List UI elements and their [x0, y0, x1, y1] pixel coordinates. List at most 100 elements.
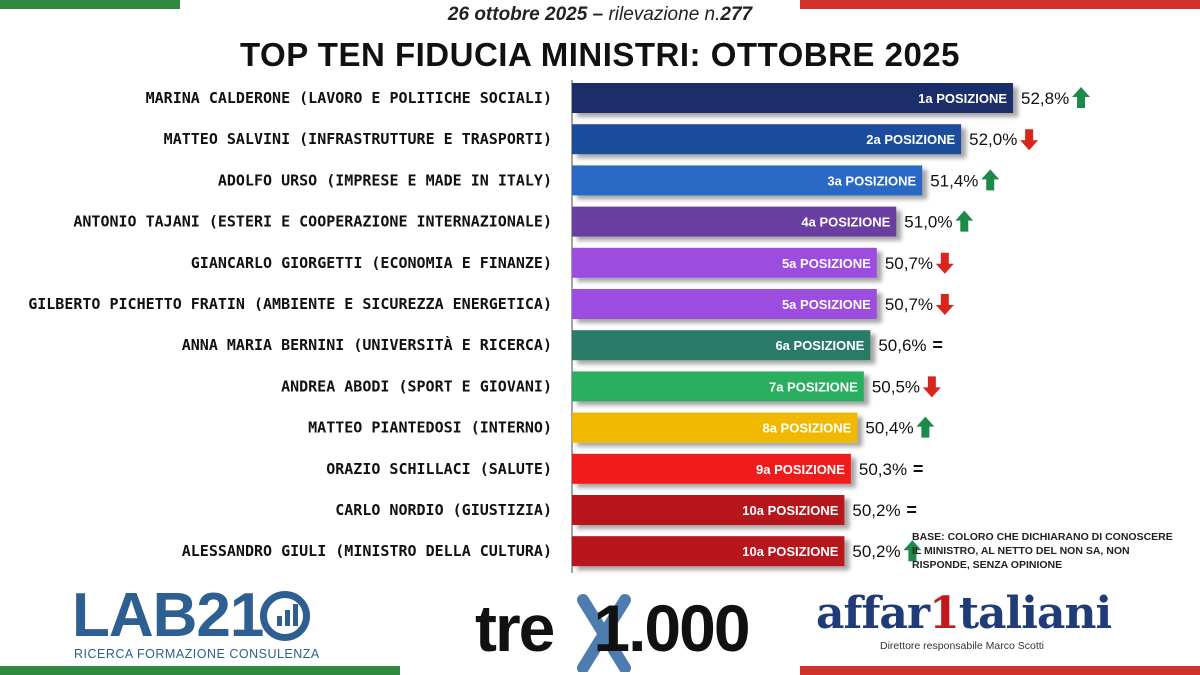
flag-stripe-top-right — [800, 0, 1200, 9]
category-label: ADOLFO URSO (IMPRESE E MADE IN ITALY) — [218, 171, 552, 189]
trend-up-arrow-icon — [916, 416, 935, 438]
value-label: 51,0% — [904, 213, 952, 232]
flag-green — [0, 666, 400, 675]
flag-stripe-top-left — [0, 0, 400, 9]
trend-up-arrow-icon — [903, 540, 922, 562]
category-label: ANDREA ABODI (SPORT E GIOVANI) — [281, 377, 552, 395]
bar — [572, 247, 877, 278]
lab21-logo: LAB21 RICERCA FORMAZIONE CONSULENZA — [72, 585, 332, 665]
affaritaliani-logo: affar1taliani Direttore responsabile Mar… — [816, 588, 1186, 658]
position-label: 10a POSIZIONE — [742, 544, 838, 559]
trend-down-arrow-icon — [1020, 129, 1039, 151]
affaritaliani-logo-part-b: taliani — [958, 588, 1112, 639]
trex-1000-logo: tre 1.000 — [475, 582, 765, 672]
bar — [572, 453, 851, 484]
flag-red — [800, 0, 1200, 9]
trend-down-arrow-icon — [922, 376, 941, 398]
bar-row: ORAZIO SCHILLACI (SALUTE) 9a POSIZIONE 50,… — [326, 453, 924, 484]
trex-logo-text: tre 1.000 — [475, 590, 751, 666]
trend-equal-icon: = — [906, 500, 917, 520]
trex-logo-suffix: 1.000 — [593, 591, 750, 665]
category-label: ANNA MARIA BERNINI (UNIVERSITÀ E RICERCA… — [182, 335, 552, 354]
lab21-tagline: RICERCA FORMAZIONE CONSULENZA — [74, 647, 320, 661]
category-label: GIANCARLO GIORGETTI (ECONOMIA E FINANZE) — [191, 254, 552, 272]
bar-row: GILBERTO PICHETTO FRATIN (AMBIENTE E SIC… — [28, 289, 954, 319]
position-label: 5a POSIZIONE — [782, 297, 871, 312]
survey-date: 26 ottobre 2025 – — [447, 4, 604, 25]
bar — [572, 495, 845, 525]
bar-row: MATTEO PIANTEDOSI (INTERNO) 8a POSIZIONE 5… — [308, 412, 935, 443]
trex-logo-prefix: tre — [475, 591, 555, 665]
position-label: 10a POSIZIONE — [742, 503, 838, 518]
bar — [572, 289, 877, 319]
position-label: 9a POSIZIONE — [756, 462, 845, 477]
bar-row: CARLO NORDIO (GIUSTIZIA) 10a POSIZIONE 50,… — [335, 495, 917, 525]
category-label: CARLO NORDIO (GIUSTIZIA) — [335, 501, 552, 519]
position-label: 8a POSIZIONE — [762, 421, 851, 436]
trend-up-arrow-icon — [981, 169, 1000, 191]
bar-row: ADOLFO URSO (IMPRESE E MADE IN ITALY) 3a … — [218, 165, 1000, 196]
bar-row: ANTONIO TAJANI (ESTERI E COOPERAZIONE IN… — [73, 206, 974, 237]
category-label: MARINA CALDERONE (LAVORO E POLITICHE SOC… — [146, 89, 552, 107]
value-label: 50,2% — [852, 542, 900, 561]
category-label: MATTEO SALVINI (INFRASTRUTTURE E TRASPOR… — [164, 130, 552, 148]
category-label: MATTEO PIANTEDOSI (INTERNO) — [308, 419, 552, 437]
bar-row: ANNA MARIA BERNINI (UNIVERSITÀ E RICERCA… — [182, 330, 943, 361]
trend-down-arrow-icon — [935, 252, 954, 274]
bar-row: MATTEO SALVINI (INFRASTRUTTURE E TRASPOR… — [164, 124, 1039, 155]
lab21-chart-icon — [260, 591, 310, 641]
category-label: ORAZIO SCHILLACI (SALUTE) — [326, 460, 552, 478]
flag-green — [0, 0, 180, 9]
flag-red — [290, 0, 400, 9]
bar — [572, 124, 962, 155]
position-label: 7a POSIZIONE — [769, 379, 858, 394]
position-label: 5a POSIZIONE — [782, 256, 871, 271]
value-label: 51,4% — [930, 171, 978, 190]
category-label: ANTONIO TAJANI (ESTERI E COOPERAZIONE IN… — [73, 213, 552, 231]
bar — [572, 165, 923, 196]
affaritaliani-tagline: Direttore responsabile Marco Scotti — [880, 640, 1044, 652]
value-label: 52,8% — [1021, 89, 1069, 108]
value-label: 50,5% — [872, 377, 920, 396]
bar — [572, 83, 1014, 113]
lab21-logo-text: LAB21 — [72, 581, 264, 650]
lab21-chart-icon-bar — [293, 604, 298, 626]
flag-white — [180, 0, 290, 9]
bar-row: GIANCARLO GIORGETTI (ECONOMIA E FINANZE)… — [191, 247, 954, 278]
position-label: 2a POSIZIONE — [866, 132, 955, 147]
flag-stripe-bottom-left — [0, 666, 400, 675]
survey-number: 277 — [720, 4, 753, 25]
ranking-bar-chart: MARINA CALDERONE (LAVORO E POLITICHE SOC… — [28, 80, 1091, 573]
category-label: ALESSANDRO GIULI (MINISTRO DELLA CULTURA… — [182, 542, 552, 560]
base-note: BASE: COLORO CHE DICHIARANO DI CONOSCERE… — [912, 531, 1173, 571]
chart-title: TOP TEN FIDUCIA MINISTRI: OTTOBRE 2025 — [239, 36, 961, 73]
position-label: 1a POSIZIONE — [918, 91, 1007, 106]
flag-red — [800, 666, 1200, 675]
trend-equal-icon: = — [913, 459, 924, 479]
trend-down-arrow-icon — [935, 294, 954, 315]
bar-row: MARINA CALDERONE (LAVORO E POLITICHE SOC… — [146, 83, 1091, 113]
bar — [572, 536, 845, 567]
value-label: 50,4% — [865, 419, 913, 438]
trex-x-icon — [577, 594, 631, 672]
position-label: 3a POSIZIONE — [827, 173, 916, 188]
position-label: 4a POSIZIONE — [801, 215, 890, 230]
survey-label: rilevazione n. — [608, 4, 721, 25]
affaritaliani-logo-one: 1 — [929, 588, 960, 639]
trend-up-arrow-icon — [955, 210, 974, 232]
value-label: 50,6% — [878, 336, 926, 355]
affaritaliani-logo-part-a: affar — [816, 588, 930, 639]
bar — [572, 206, 897, 237]
bar — [572, 371, 864, 402]
trend-equal-icon: = — [932, 335, 943, 355]
position-label: 6a POSIZIONE — [775, 338, 864, 353]
value-label: 50,7% — [885, 254, 933, 273]
category-label: GILBERTO PICHETTO FRATIN (AMBIENTE E SIC… — [28, 295, 552, 313]
survey-subtitle: 26 ottobre 2025 – rilevazione n.277 — [400, 4, 800, 26]
value-label: 50,7% — [885, 295, 933, 314]
trend-up-arrow-icon — [1072, 87, 1091, 108]
bar-row: ANDREA ABODI (SPORT E GIOVANI) 7a POSIZIO… — [281, 371, 941, 402]
bar — [572, 330, 871, 361]
value-label: 50,2% — [852, 501, 900, 520]
flag-stripe-bottom-right — [800, 666, 1200, 675]
